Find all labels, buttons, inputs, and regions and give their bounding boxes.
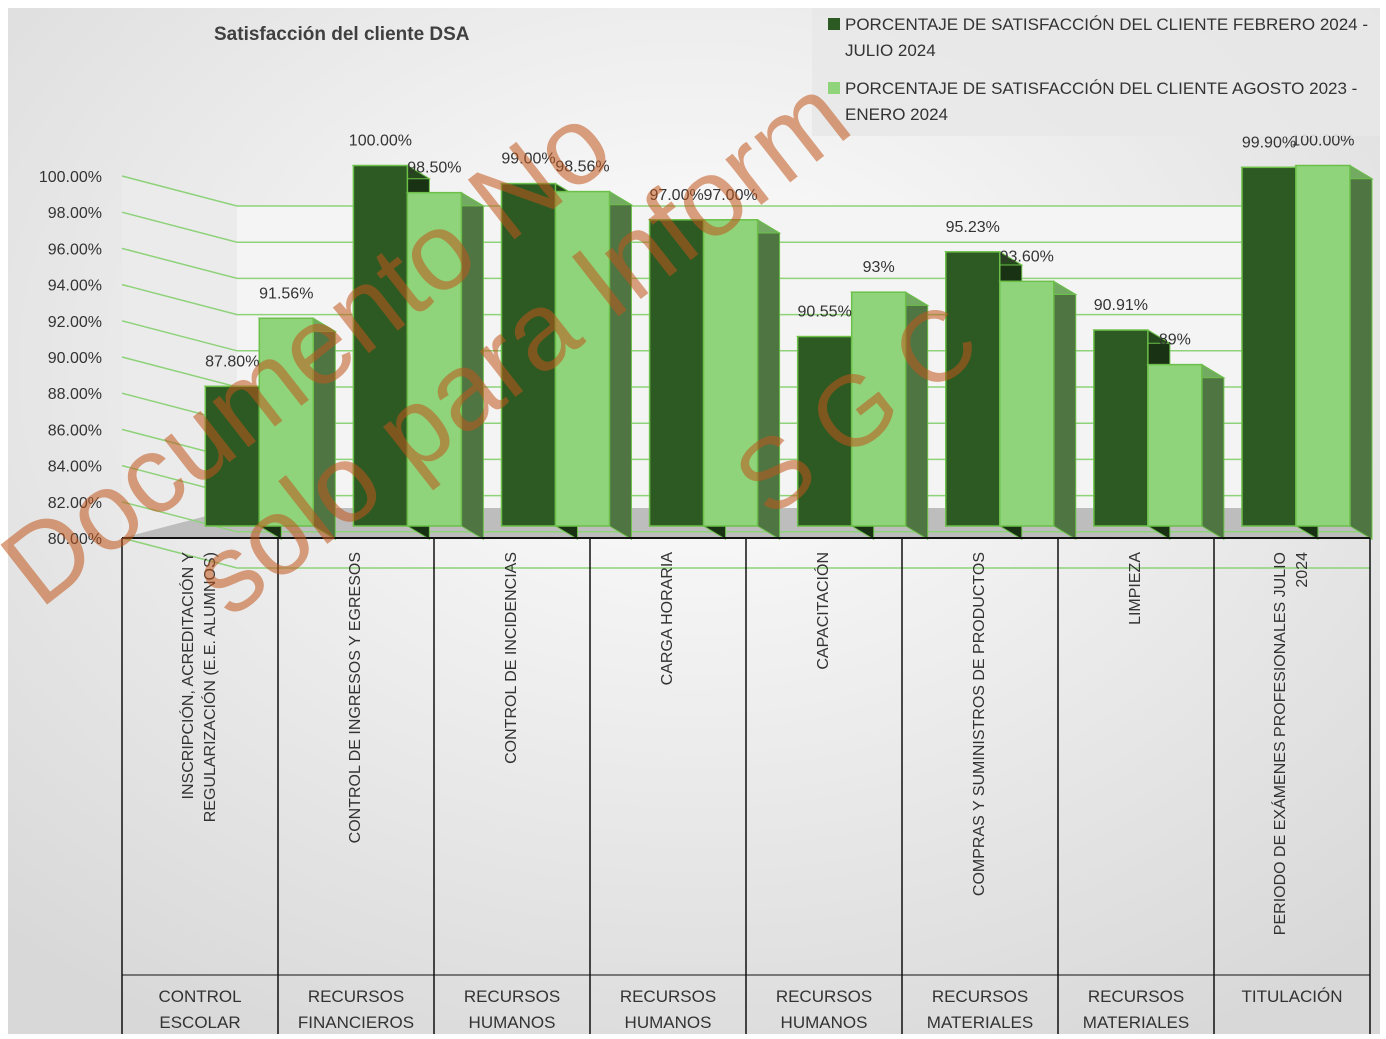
bar-side: [1201, 363, 1225, 541]
legend-label: ENERO 2024: [845, 105, 948, 124]
data-label: 99.90%: [1242, 134, 1296, 151]
bar: [258, 317, 315, 527]
bar: [204, 385, 261, 527]
data-label: 100.00%: [349, 133, 412, 150]
group-label: MATERIALES: [927, 1013, 1033, 1032]
group-label: HUMANOS: [781, 1013, 868, 1032]
data-label: 93%: [863, 259, 895, 276]
group-label: HUMANOS: [625, 1013, 712, 1032]
category-label: 2024: [1294, 552, 1311, 588]
bar: [1093, 329, 1149, 527]
y-tick-label: 88.00%: [48, 386, 102, 403]
bar-side: [1053, 280, 1077, 541]
category-label: CONTROL DE INCIDENCIAS: [503, 552, 520, 764]
legend-background: [812, 8, 1380, 136]
gridline: [121, 175, 1370, 207]
data-label: 98.50%: [407, 160, 461, 177]
y-tick-label: 80.00%: [48, 531, 102, 548]
group-label: HUMANOS: [469, 1013, 556, 1032]
y-tick-label: 90.00%: [48, 350, 102, 367]
data-label: 97.00%: [703, 187, 757, 204]
bar: [1147, 363, 1203, 527]
category-label: CONTROL DE INGRESOS Y EGRESOS: [347, 552, 364, 843]
data-label: 89%: [1159, 332, 1191, 349]
category-label: CARGA HORARIA: [659, 552, 676, 686]
data-label: 97.00%: [649, 187, 703, 204]
category-label: LIMPIEZA: [1127, 552, 1144, 625]
category-label: INSCRIPCIÓN, ACREDITACIÓN Y: [178, 552, 197, 800]
data-label: 87.80%: [205, 353, 259, 370]
bar: [554, 190, 611, 527]
data-label: 93.60%: [1000, 248, 1054, 265]
data-label: 95.23%: [946, 219, 1000, 236]
gridline: [121, 211, 1370, 243]
data-label: 99.00%: [501, 151, 555, 168]
y-tick-label: 92.00%: [48, 314, 102, 331]
group-label: RECURSOS: [776, 987, 872, 1006]
data-label: 100.00%: [1291, 133, 1354, 150]
chart-title: Satisfacción del cliente DSA: [214, 24, 470, 45]
y-tick-label: 100.00%: [39, 169, 102, 186]
data-label: 98.56%: [555, 159, 609, 176]
group-label: RECURSOS: [1088, 987, 1184, 1006]
legend-label: PORCENTAJE DE SATISFACCIÓN DEL CLIENTE A…: [845, 79, 1357, 98]
bar-side: [1349, 164, 1373, 541]
group-label: MATERIALES: [1083, 1013, 1189, 1032]
bar: [945, 251, 1001, 527]
data-label: 90.55%: [798, 304, 852, 321]
data-label: 90.91%: [1094, 297, 1148, 314]
bar: [850, 291, 907, 527]
group-label: FINANCIEROS: [298, 1013, 414, 1032]
legend-swatch: [828, 18, 840, 30]
bar: [1295, 164, 1351, 527]
category-label: REGULARIZACIÓN (E.E. ALUMNOS): [200, 552, 219, 822]
y-tick-label: 86.00%: [48, 422, 102, 439]
bar: [796, 335, 853, 527]
group-label: RECURSOS: [932, 987, 1028, 1006]
y-tick-label: 96.00%: [48, 241, 102, 258]
data-label: 91.56%: [259, 285, 313, 302]
bar: [352, 164, 409, 527]
category-label: CAPACITACIÓN: [813, 552, 832, 670]
bar: [648, 219, 705, 527]
y-tick-label: 82.00%: [48, 495, 102, 512]
y-tick-label: 98.00%: [48, 205, 102, 222]
group-label: CONTROL: [158, 987, 241, 1006]
legend: PORCENTAJE DE SATISFACCIÓN DEL CLIENTE F…: [812, 8, 1380, 136]
bar: [406, 191, 463, 527]
category-label: COMPRAS Y SUMINISTROS DE PRODUCTOS: [971, 552, 988, 896]
bar: [702, 219, 759, 527]
legend-swatch: [828, 82, 840, 94]
category-label: PERIODO DE EXÁMENES PROFESIONALES JULIO: [1270, 552, 1289, 935]
group-label: RECURSOS: [308, 987, 404, 1006]
bar: [500, 182, 557, 527]
legend-label: JULIO 2024: [845, 41, 936, 60]
y-tick-label: 94.00%: [48, 278, 102, 295]
y-tick-label: 84.00%: [48, 459, 102, 476]
bar: [1241, 166, 1297, 527]
bar: [999, 280, 1055, 527]
group-label: TITULACIÓN: [1241, 987, 1342, 1006]
group-label: RECURSOS: [464, 987, 560, 1006]
gridline: [121, 537, 1370, 569]
legend-label: PORCENTAJE DE SATISFACCIÓN DEL CLIENTE F…: [845, 15, 1368, 34]
gridline: [121, 501, 1370, 533]
group-label: RECURSOS: [620, 987, 716, 1006]
group-label: ESCOLAR: [159, 1013, 240, 1032]
